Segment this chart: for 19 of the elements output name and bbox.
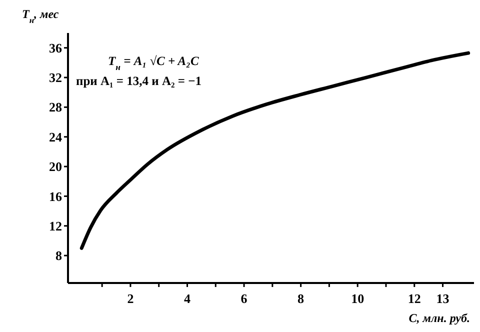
x-tick-label: 13 bbox=[436, 291, 450, 306]
y-tick-label: 32 bbox=[49, 70, 62, 86]
y-tick-label: 8 bbox=[56, 248, 62, 264]
x-tick-label: 12 bbox=[408, 291, 421, 306]
y-tick-label: 36 bbox=[49, 40, 62, 56]
x-axis-title: C, млн. руб. bbox=[408, 311, 470, 325]
y-tick-label: 16 bbox=[49, 188, 62, 204]
x-tick-label: 8 bbox=[298, 291, 305, 306]
y-tick-label: 12 bbox=[49, 218, 62, 234]
x-tick-label: 2 bbox=[127, 291, 134, 306]
x-tick-label: 6 bbox=[240, 291, 248, 306]
y-axis-title: T$_{н}$, мес bbox=[22, 7, 60, 24]
y-tick-label: 20 bbox=[49, 159, 62, 174]
annotation: T$_{н}$ = A₁ √C + A₂C bbox=[108, 54, 200, 72]
x-tick-label: 4 bbox=[184, 291, 191, 306]
y-tick-label: 28 bbox=[49, 100, 62, 115]
annotation: при A₁ = 13,4 и A₂ = −1 bbox=[76, 74, 202, 88]
x-tick-label: 10 bbox=[351, 291, 364, 306]
y-tick-label: 24 bbox=[49, 129, 62, 144]
